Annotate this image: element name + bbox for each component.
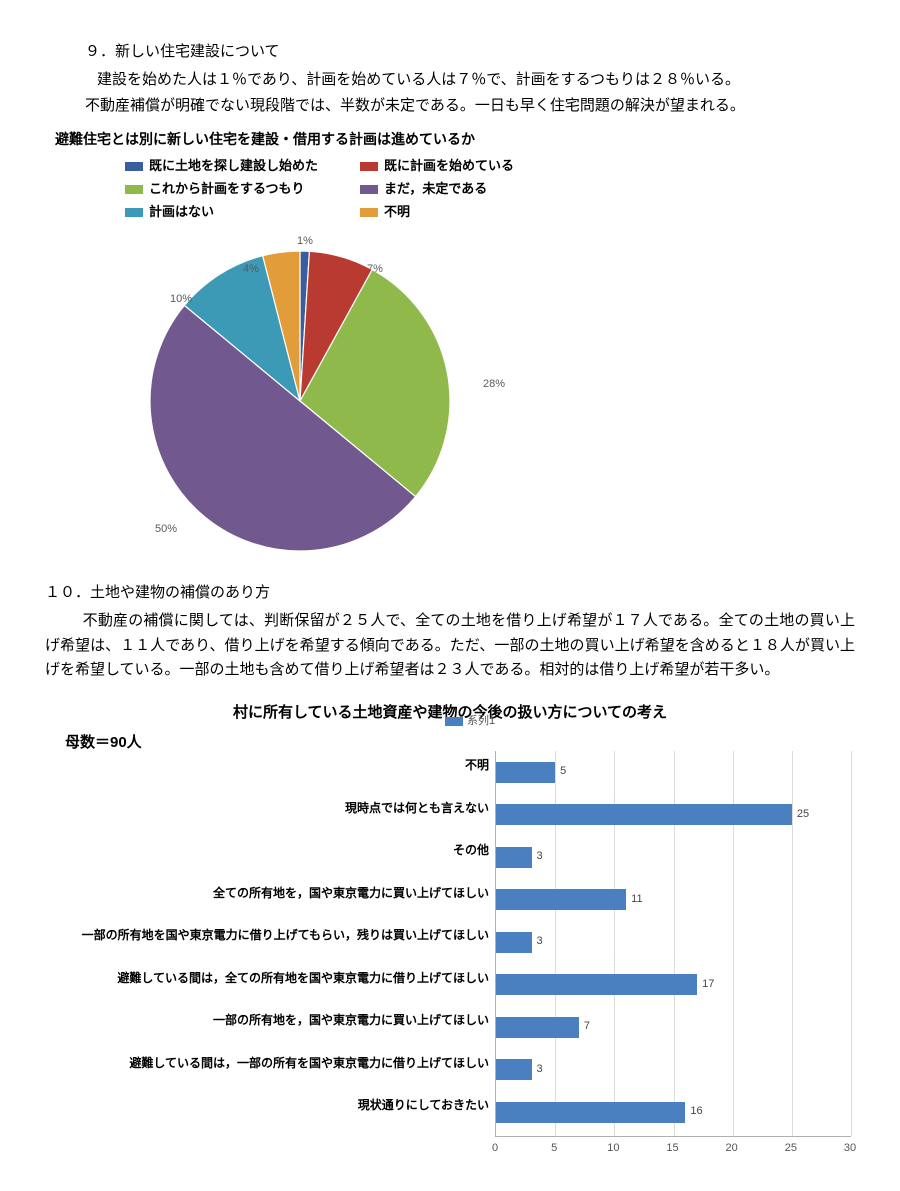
bar-value: 3 [537,848,543,866]
x-tick: 5 [551,1140,557,1158]
bar-row: 3 [496,847,543,868]
legend-label: 不明 [384,202,410,223]
pie-slice-label: 10% [170,291,192,309]
x-tick: 20 [726,1140,738,1158]
legend-item: 計画はない [125,202,360,223]
bar-chart-subtitle: 母数＝90人 [65,731,142,755]
bar [496,1017,579,1038]
bar [496,932,532,953]
legend-swatch [360,208,378,217]
bar-value: 3 [537,1061,543,1079]
bar-value: 5 [560,763,566,781]
gridline [851,751,852,1136]
pie-chart: 1% 7% 28% 50% 10% 4% [75,231,525,561]
bar-row: 16 [496,1102,703,1123]
bar-value: 3 [537,933,543,951]
bar-category-label: 一部の所有地を国や東京電力に借り上げてもらい，残りは買い上げてほしい [59,928,489,943]
section9-title: ９．新しい住宅建設について [85,40,855,64]
x-tick: 25 [785,1140,797,1158]
bar [496,974,697,995]
section10-title: １０．土地や建物の補償のあり方 [45,581,855,605]
legend-item: まだ，未定である [360,179,595,200]
x-tick: 30 [844,1140,856,1158]
bar-row: 5 [496,762,566,783]
legend-swatch [360,185,378,194]
legend-item: 不明 [360,202,595,223]
bar-row: 7 [496,1017,590,1038]
pie-chart-title: 避難住宅とは別に新しい住宅を建設・借用する計画は進めているか [55,128,855,150]
bar-category-label: 現状通りにしておきたい [59,1098,489,1113]
bar [496,1059,532,1080]
legend-item: 既に土地を探し建設し始めた [125,156,360,177]
legend-swatch [125,185,143,194]
bar-value: 7 [584,1018,590,1036]
bar-value: 11 [631,891,642,909]
bar-value: 16 [690,1103,702,1121]
bar-category-label: 全ての所有地を，国や東京電力に買い上げてほしい [59,886,489,901]
legend-item: 既に計画を始めている [360,156,595,177]
bar [496,762,555,783]
bar [496,889,626,910]
legend-label: これから計画をするつもり [149,179,304,200]
bar-row: 17 [496,974,714,995]
bar-series-label: 系列1 [467,713,495,731]
legend-swatch [125,208,143,217]
bar-category-label: その他 [59,843,489,858]
legend-swatch [360,162,378,171]
bar-category-label: 避難している間は，一部の所有を国や東京電力に借り上げてほしい [59,1056,489,1071]
bar [496,847,532,868]
legend-swatch [125,162,143,171]
legend-label: まだ，未定である [384,179,487,200]
x-tick: 10 [607,1140,619,1158]
pie-slice-label: 1% [297,233,313,251]
pie-legend: 既に土地を探し建設し始めた 既に計画を始めている これから計画をするつもり まだ… [125,156,855,222]
legend-label: 既に計画を始めている [384,156,514,177]
legend-label: 既に土地を探し建設し始めた [149,156,318,177]
section10-body: 不動産の補償に関しては、判断保留が２５人で、全ての土地を借り上げ希望が１７人であ… [45,609,855,683]
legend-item: これから計画をするつもり [125,179,360,200]
pie-slice-label: 4% [243,261,259,279]
section9-body1: 建設を始めた人は１％であり、計画を始めている人は７％で、計画をするつもりは２８％… [97,68,855,92]
legend-swatch [445,717,463,726]
pie-slice-label: 28% [483,376,505,394]
bar-category-label: 現時点では何とも言えない [59,801,489,816]
pie-svg [75,231,525,571]
bar [496,804,792,825]
bar-value: 25 [797,806,809,824]
bar [496,1102,685,1123]
pie-slice-label: 50% [155,521,177,539]
bar-row: 11 [496,889,643,910]
x-tick: 15 [666,1140,678,1158]
x-tick: 0 [492,1140,498,1158]
bar-value: 17 [702,976,714,994]
bar-plot-area: 5 25 3 11 3 17 7 3 16 [495,751,851,1137]
bar-category-label: 避難している間は，全ての所有地を国や東京電力に借り上げてほしい [59,971,489,986]
bar-row: 3 [496,932,543,953]
pie-slice-label: 7% [367,261,383,279]
section9-body2: 不動産補償が明確でない現段階では、半数が未定である。一日も早く住宅問題の解決が望… [85,94,855,118]
bar-row: 25 [496,804,809,825]
bar-category-label: 不明 [59,758,489,773]
bar-row: 3 [496,1059,543,1080]
bar-category-label: 一部の所有地を，国や東京電力に買い上げてほしい [59,1013,489,1028]
bar-series-legend: 系列1 [445,713,495,731]
bar-chart: 母数＝90人 系列1 5253113177316 不明現時点では何とも言えないそ… [45,731,855,1161]
legend-label: 計画はない [149,202,214,223]
